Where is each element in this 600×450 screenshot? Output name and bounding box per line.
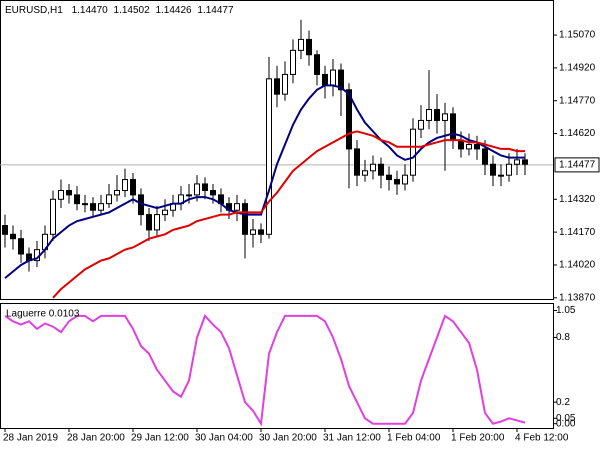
y-tick-label: 1.14020 [559,260,596,271]
candle-body [154,214,160,231]
header-high: 1.14502 [114,5,151,16]
x-tick-label: 28 Jan 20:00 [67,433,125,444]
candle-body [314,54,320,75]
candle-body [402,174,408,185]
candle-body [130,179,136,196]
candle-body [490,163,496,176]
y-tick-label: 1.14620 [559,128,596,139]
candle-body [74,194,80,205]
chart-header: EURUSD,H1 1.14470 1.14502 1.14426 1.1447… [5,5,234,16]
candle-body [514,159,520,165]
candle-body [450,113,456,141]
candle-body [354,148,360,176]
candle-body [370,163,376,172]
candle-body [282,73,288,95]
candle-body [250,229,256,235]
x-tick-label: 29 Jan 12:00 [131,433,189,444]
indicator-tick-label: 0.00 [556,418,576,429]
candle-body [322,73,328,86]
x-tick-label: 30 Jan 04:00 [195,433,253,444]
candle-body [418,119,424,130]
indicator-tick-label: 0.2 [556,397,570,408]
candle-body [330,69,336,86]
candle-body [474,144,480,150]
candle-body [258,229,264,235]
candle-body [306,38,312,56]
x-tick-label: 28 Jan 2019 [3,433,58,444]
candle-body [290,49,296,75]
candle-body [434,108,440,121]
x-tick-label: 4 Feb 12:00 [515,433,569,444]
candle-body [298,38,304,51]
symbol: EURUSD,H1 [5,5,63,16]
candle-body [58,190,64,200]
candle-body [346,89,352,150]
candle-body [378,163,384,176]
current-price-label: 1.14477 [559,160,596,171]
candle-body [90,203,96,211]
header-close: 1.14477 [197,5,234,16]
candle-body [338,69,344,91]
y-tick-label: 1.14770 [559,95,596,106]
main-panel-frame [0,0,554,300]
header-open: 1.14470 [72,5,109,16]
candle-body [482,148,488,165]
candle-body [50,198,56,235]
candle-body [386,174,392,181]
indicator-panel-frame [0,303,554,429]
x-tick-label: 30 Jan 20:00 [259,433,317,444]
candle-body [210,190,216,196]
candle-body [410,128,416,176]
candle-body [274,78,280,95]
y-tick-label: 1.13870 [559,292,596,303]
y-tick-label: 1.14320 [559,194,596,205]
indicator-line [4,314,526,427]
indicator-title: Laguerre 0.0103 [6,309,80,320]
current-price-box [554,157,600,173]
candle-body [498,174,504,177]
x-tick-label: 1 Feb 20:00 [451,433,505,444]
candle-body [146,214,152,231]
candle-body [194,183,200,196]
candle-body [442,113,448,121]
moving-average-line [4,84,525,279]
candle-body [466,144,472,150]
indicator-tick-label: 0.8 [556,332,570,343]
candle-body [10,233,16,240]
candle-body [522,159,528,165]
candle-body [242,203,248,235]
y-tick-label: 1.14170 [559,227,596,238]
candle-body [82,203,88,206]
candle-body [98,203,104,211]
indicator-tick-label: 1.05 [556,305,576,316]
x-tick-label: 1 Feb 04:00 [387,433,441,444]
candle-body [266,78,272,235]
candle-body [66,190,72,196]
candle-body [202,183,208,192]
candle-body [234,203,240,211]
candle-body [362,170,368,176]
candle-body [18,238,24,255]
candle-body [426,108,432,121]
candle-body [162,209,168,216]
grid-layer: 1.15070 1.14920 1.14770 1.14620 1.14320 1.141… [0,30,600,444]
header-low: 1.14426 [155,5,192,16]
candle-body [106,194,112,205]
x-tick-label: 31 Jan 12:00 [323,433,381,444]
marks-layer [2,19,528,427]
indicator-tick-label: 0.05 [556,413,576,424]
candle-body [394,179,400,185]
candle-body [186,194,192,197]
y-tick-label: 1.14920 [559,63,596,74]
moving-average-line [52,130,525,299]
y-tick-label: 1.15070 [559,30,596,41]
candle-body [506,163,512,176]
candle-body [122,179,128,192]
candle-body [2,225,8,235]
candle-body [114,190,120,196]
